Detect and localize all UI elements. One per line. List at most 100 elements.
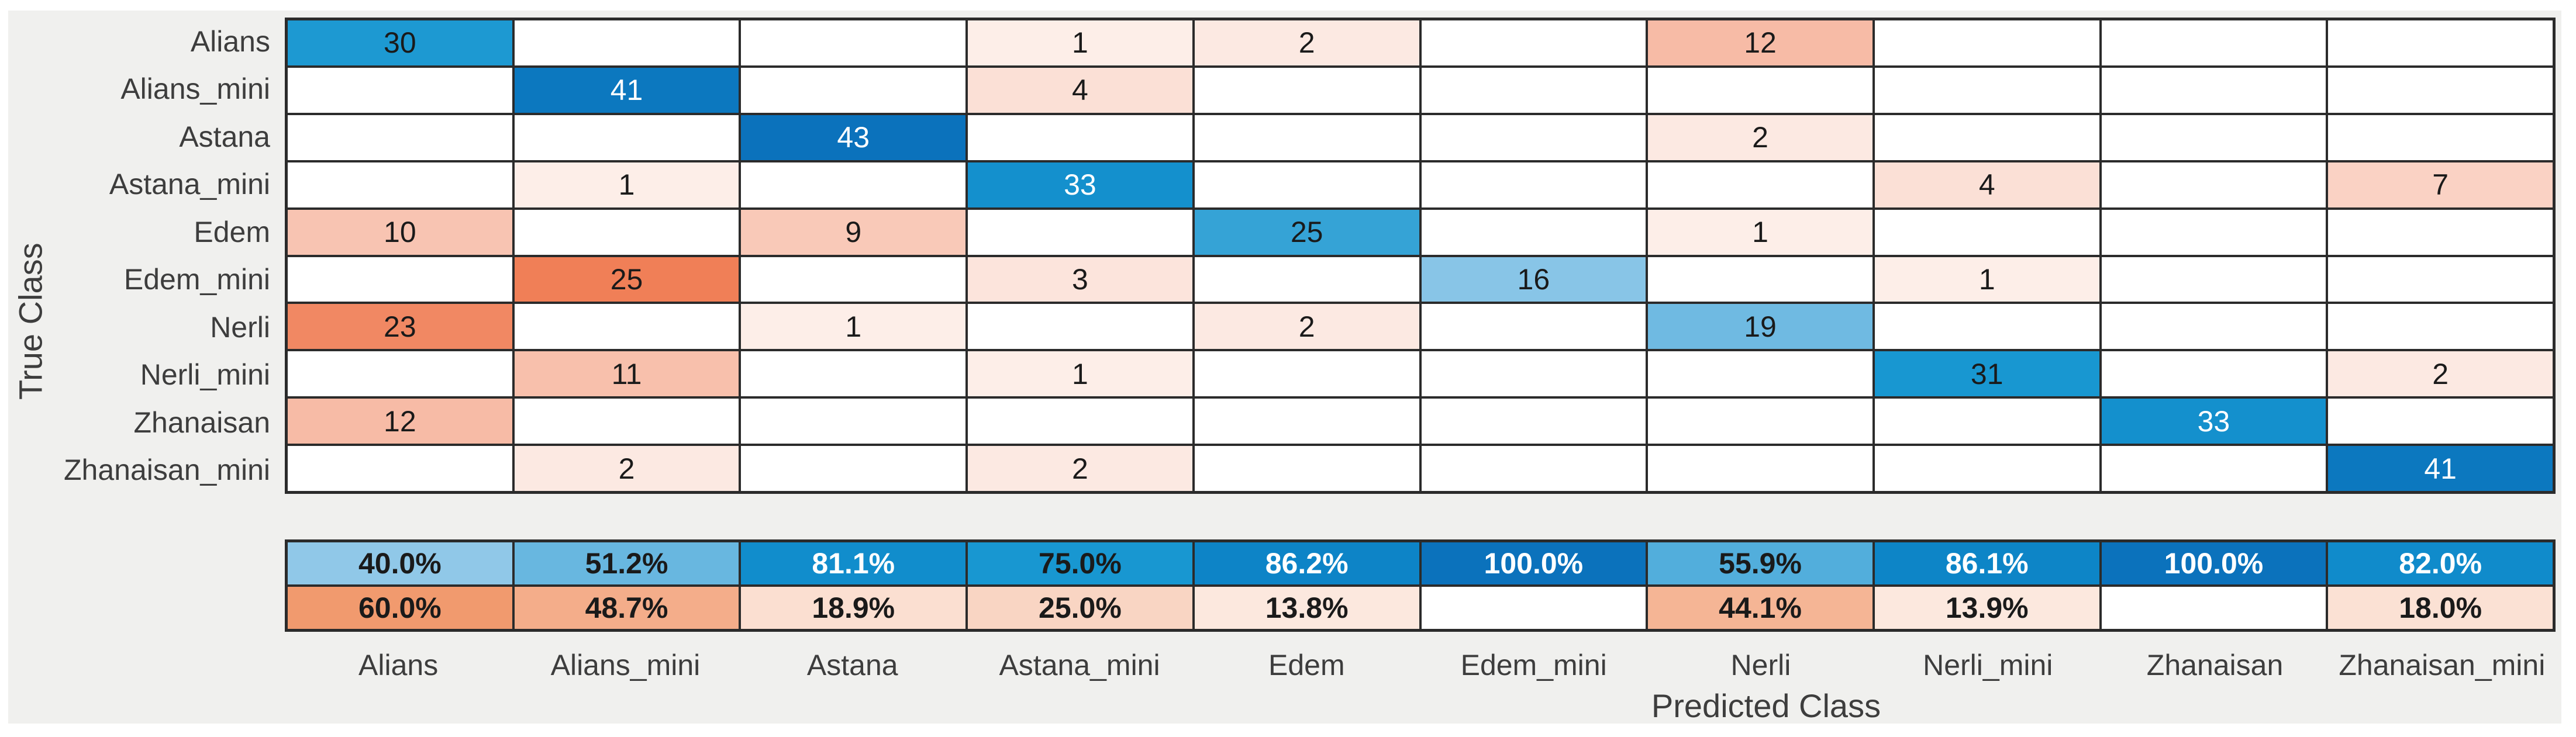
matrix-cell: 9 bbox=[741, 209, 966, 255]
row-label-nerli: Nerli bbox=[210, 310, 270, 344]
matrix-cell: 2 bbox=[1194, 20, 1419, 65]
matrix-cell-diagonal: 30 bbox=[288, 20, 512, 65]
summary-correct-cell: 100.0% bbox=[2101, 542, 2326, 584]
matrix-cell bbox=[2101, 257, 2326, 302]
matrix-cell-diagonal: 19 bbox=[1648, 304, 1872, 350]
matrix-cell bbox=[1194, 399, 1419, 444]
summary-incorrect-cell bbox=[2101, 587, 2326, 629]
row-label-astana_mini: Astana_mini bbox=[109, 168, 270, 201]
matrix-cell: 12 bbox=[288, 399, 512, 444]
matrix-cell bbox=[2328, 399, 2553, 444]
matrix-cell bbox=[1194, 115, 1419, 160]
matrix-cell bbox=[1194, 351, 1419, 397]
matrix-cell bbox=[1648, 67, 1872, 113]
matrix-cell-diagonal: 31 bbox=[1874, 351, 2099, 397]
summary-incorrect-cell: 25.0% bbox=[968, 587, 1192, 629]
matrix-cell bbox=[1421, 20, 1646, 65]
summary-correct-cell: 100.0% bbox=[1421, 542, 1646, 584]
row-label-nerli_mini: Nerli_mini bbox=[140, 358, 270, 392]
row-label-alians_mini: Alians_mini bbox=[120, 72, 270, 106]
matrix-cell bbox=[1421, 446, 1646, 491]
matrix-cell bbox=[1421, 304, 1646, 350]
matrix-cell: 1 bbox=[1648, 209, 1872, 255]
matrix-cell: 3 bbox=[968, 257, 1192, 302]
confusion-matrix-grid: 30 1 2 12 41 4 43 2 1 33 4 7 10 9 25 1 25 3 16 1 23 1 2 19 11 1 31… bbox=[285, 18, 2556, 494]
col-label-edem_mini: Edem_mini bbox=[1460, 649, 1607, 681]
matrix-cell bbox=[2101, 115, 2326, 160]
summary-incorrect-cell bbox=[1421, 587, 1646, 629]
row-label-zhanaisan: Zhanaisan bbox=[133, 406, 271, 439]
matrix-cell-diagonal: 25 bbox=[1194, 209, 1419, 255]
matrix-cell bbox=[1421, 209, 1646, 255]
matrix-cell bbox=[741, 257, 966, 302]
matrix-cell: 2 bbox=[2328, 351, 2553, 397]
matrix-cell bbox=[1648, 399, 1872, 444]
matrix-cell bbox=[2328, 257, 2553, 302]
summary-correct-cell: 75.0% bbox=[968, 542, 1192, 584]
matrix-cell bbox=[2101, 162, 2326, 207]
row-label-zhanaisan_mini: Zhanaisan_mini bbox=[64, 454, 270, 487]
matrix-cell bbox=[288, 162, 512, 207]
matrix-cell bbox=[1421, 162, 1646, 207]
matrix-cell: 12 bbox=[1648, 20, 1872, 65]
matrix-cell bbox=[1421, 67, 1646, 113]
matrix-cell: 2 bbox=[968, 446, 1192, 491]
matrix-cell bbox=[968, 209, 1192, 255]
matrix-cell: 4 bbox=[1874, 162, 2099, 207]
matrix-cell-diagonal: 43 bbox=[741, 115, 966, 160]
matrix-cell bbox=[2328, 209, 2553, 255]
col-label-zhanaisan_mini: Zhanaisan_mini bbox=[2339, 649, 2546, 681]
matrix-cell bbox=[2101, 20, 2326, 65]
matrix-cell-diagonal: 16 bbox=[1421, 257, 1646, 302]
matrix-cell bbox=[288, 351, 512, 397]
matrix-cell: 1 bbox=[514, 162, 739, 207]
matrix-cell bbox=[1194, 162, 1419, 207]
matrix-cell bbox=[2328, 67, 2553, 113]
col-label-alians: Alians bbox=[358, 649, 439, 681]
matrix-cell bbox=[968, 115, 1192, 160]
matrix-cell bbox=[741, 351, 966, 397]
matrix-cell bbox=[1874, 115, 2099, 160]
summary-correct-cell: 86.2% bbox=[1194, 542, 1419, 584]
matrix-cell bbox=[1648, 351, 1872, 397]
matrix-cell-diagonal: 33 bbox=[968, 162, 1192, 207]
col-label-alians_mini: Alians_mini bbox=[550, 649, 701, 681]
matrix-cell bbox=[1874, 399, 2099, 444]
col-label-nerli_mini: Nerli_mini bbox=[1923, 649, 2053, 681]
matrix-cell-diagonal: 41 bbox=[2328, 446, 2553, 491]
column-summary-grid: 40.0% 51.2% 81.1% 75.0% 86.2% 100.0% 55.9% 86.1… bbox=[285, 539, 2556, 632]
matrix-cell bbox=[288, 257, 512, 302]
matrix-cell bbox=[2101, 67, 2326, 113]
col-label-astana_mini: Astana_mini bbox=[999, 649, 1160, 681]
matrix-cell bbox=[968, 399, 1192, 444]
matrix-cell bbox=[2328, 115, 2553, 160]
matrix-cell bbox=[1421, 115, 1646, 160]
matrix-cell bbox=[2328, 304, 2553, 350]
matrix-cell bbox=[1874, 446, 2099, 491]
predicted-class-axis-label: Predicted Class bbox=[1651, 687, 1881, 724]
matrix-cell bbox=[741, 20, 966, 65]
matrix-cell bbox=[741, 67, 966, 113]
matrix-cell bbox=[741, 162, 966, 207]
matrix-cell: 7 bbox=[2328, 162, 2553, 207]
summary-incorrect-cell: 48.7% bbox=[514, 587, 739, 629]
matrix-cell-diagonal: 33 bbox=[2101, 399, 2326, 444]
matrix-cell bbox=[288, 115, 512, 160]
matrix-cell bbox=[2328, 20, 2553, 65]
matrix-cell bbox=[1421, 351, 1646, 397]
matrix-cell: 2 bbox=[1194, 304, 1419, 350]
matrix-cell: 1 bbox=[1874, 257, 2099, 302]
row-label-astana: Astana bbox=[179, 120, 270, 153]
matrix-cell bbox=[288, 446, 512, 491]
matrix-cell: 1 bbox=[741, 304, 966, 350]
matrix-cell bbox=[2101, 304, 2326, 350]
matrix-cell: 4 bbox=[968, 67, 1192, 113]
summary-incorrect-cell: 44.1% bbox=[1648, 587, 1872, 629]
matrix-cell: 2 bbox=[514, 446, 739, 491]
matrix-cell bbox=[514, 304, 739, 350]
matrix-cell: 25 bbox=[514, 257, 739, 302]
summary-correct-cell: 86.1% bbox=[1874, 542, 2099, 584]
summary-correct-cell: 40.0% bbox=[288, 542, 512, 584]
matrix-cell: 23 bbox=[288, 304, 512, 350]
